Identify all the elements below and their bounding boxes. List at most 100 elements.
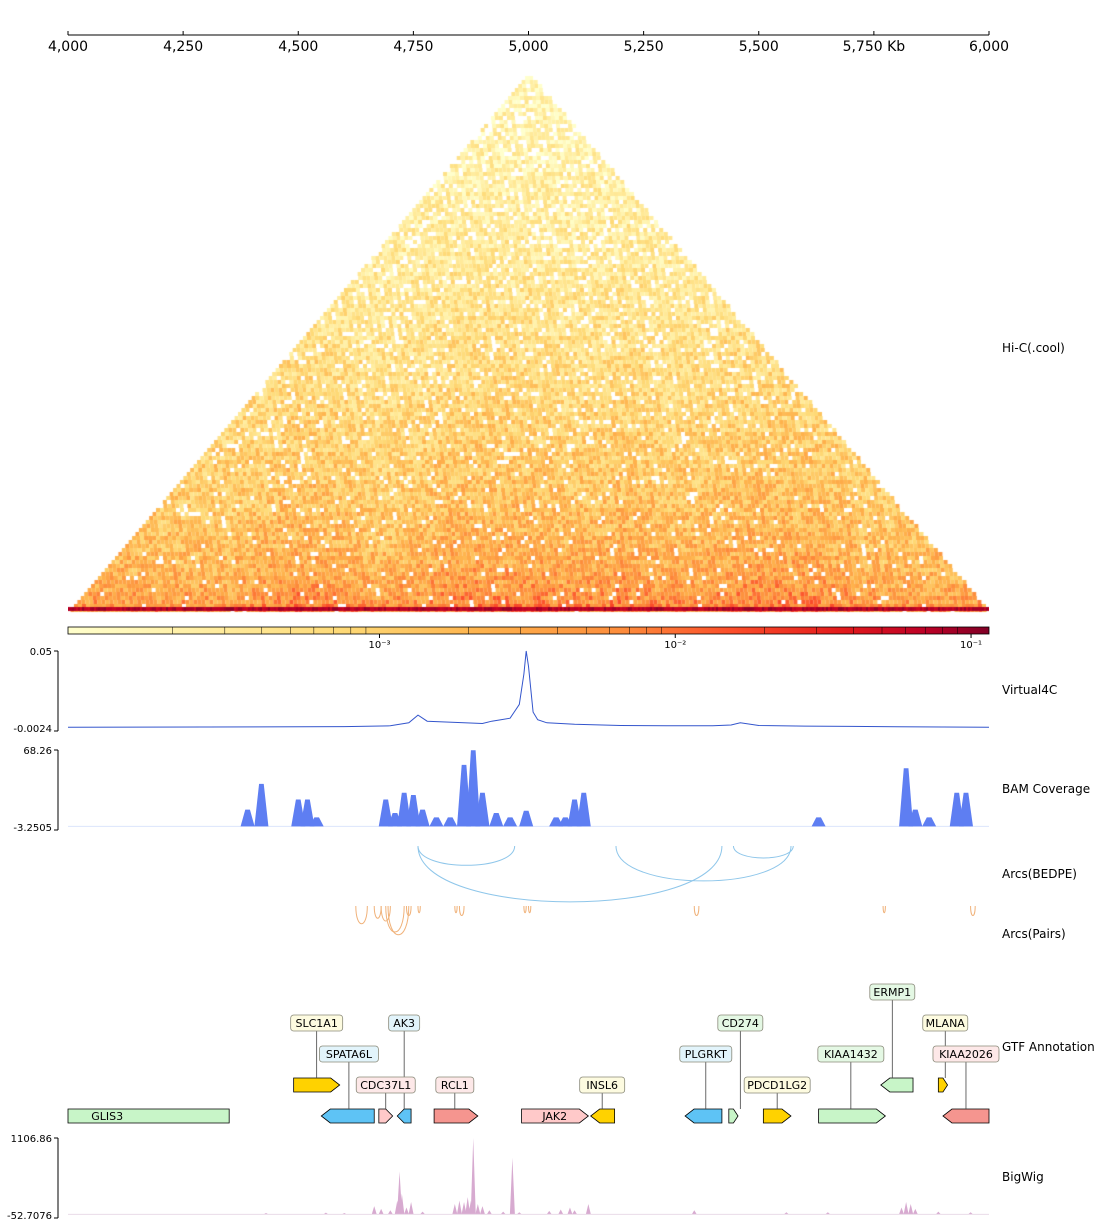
- pairs-arc: [970, 905, 976, 917]
- virtual4c-ymin-label: -0.0024: [13, 724, 52, 735]
- gene-label-box: [579, 1076, 626, 1094]
- gene-kiaa1432: [818, 1108, 887, 1124]
- bigwig-track: [54, 1137, 989, 1219]
- bigwig-peak: [500, 1211, 506, 1215]
- pairs-arc: [355, 905, 368, 925]
- bam-peak: [519, 810, 534, 827]
- bigwig-track-label: BigWig: [1002, 1170, 1044, 1184]
- bigwig-peak: [387, 1210, 393, 1215]
- bam-peak: [811, 817, 826, 827]
- gene-label-box: [319, 1045, 379, 1063]
- gene-cdc37l1: [378, 1108, 394, 1124]
- gene-label: RCL1: [441, 1079, 469, 1092]
- gene-label: PDCD1LG2: [747, 1079, 807, 1092]
- x-axis-tick-label: 6,000: [969, 39, 1009, 55]
- bigwig-peak: [475, 1204, 481, 1215]
- gene-label-box: [679, 1045, 733, 1063]
- colorbar-gradient: [67, 626, 990, 635]
- hic-heatmap-canvas: [68, 60, 989, 615]
- bam-peak: [958, 792, 973, 827]
- gene-label-box: [817, 1045, 885, 1063]
- bam-peak: [443, 817, 458, 827]
- pairs-arc: [882, 905, 886, 914]
- bigwig-peak: [567, 1207, 573, 1215]
- gene-label-box: [435, 1076, 475, 1094]
- pairs-arc: [458, 905, 465, 917]
- gene-label: CD274: [722, 1017, 759, 1030]
- gene-cd274: [728, 1108, 739, 1124]
- bigwig-peak: [465, 1197, 471, 1215]
- bam-peak: [406, 795, 421, 827]
- colorbar-tick-label: 10⁻²: [664, 640, 686, 651]
- gene-label: KIAA1432: [824, 1048, 878, 1061]
- bedpe-arc: [417, 845, 723, 903]
- bam-peak: [466, 750, 481, 827]
- bam-peak: [254, 783, 269, 827]
- gene-slc1a1: [293, 1077, 341, 1093]
- bam-coverage-track: [54, 749, 989, 831]
- bigwig-peak: [408, 1201, 414, 1215]
- bam-peak: [908, 809, 923, 827]
- gene-label: INSL6: [586, 1079, 618, 1092]
- bigwig-peak: [585, 1204, 591, 1215]
- gene-label-box: [290, 1014, 344, 1032]
- gene-label: ERMP1: [873, 986, 911, 999]
- bedpe-arc: [417, 845, 516, 866]
- gtf-track-label: GTF Annotation: [1002, 1040, 1095, 1054]
- bedpe-arc: [732, 845, 794, 859]
- bigwig-peak: [420, 1211, 426, 1215]
- x-axis-tick-label: 5,000: [508, 39, 548, 55]
- virtual4c-track: [54, 650, 990, 732]
- bam-peak: [240, 809, 255, 827]
- gene-insl6: [590, 1108, 616, 1124]
- x-axis-tick-label: 5,500: [739, 39, 779, 55]
- gene-label-box: [932, 1045, 1000, 1063]
- bigwig-ymin-label: -52.7076: [7, 1211, 52, 1222]
- pairs-arc: [405, 905, 412, 917]
- bam-peak: [309, 817, 324, 827]
- gene-label: SPATA6L: [326, 1048, 373, 1061]
- bigwig-peak: [825, 1212, 831, 1215]
- hic-colorbar: 10⁻³ 10⁻² 10⁻¹: [67, 626, 990, 651]
- bigwig-peak: [461, 1201, 467, 1215]
- gene-ak3: [396, 1108, 412, 1124]
- x-axis: 4,000 4,250 4,500 4,750 5,000 5,250 5,500 5,750…: [48, 31, 1009, 55]
- x-axis-tick-label: 5,250: [624, 39, 664, 55]
- pairs-arc: [385, 905, 405, 933]
- gene-plgrkt: [684, 1108, 723, 1124]
- pairs-arc: [528, 905, 532, 914]
- gene-label: PLGRKT: [685, 1048, 727, 1061]
- gene-spata6l: [320, 1108, 375, 1124]
- pairs-arc: [387, 905, 410, 936]
- bigwig-peak: [371, 1206, 377, 1215]
- gene-rcl1: [433, 1108, 479, 1124]
- bigwig-peak: [935, 1211, 941, 1215]
- bigwig-peak: [546, 1210, 552, 1215]
- pairs-arc: [373, 905, 382, 919]
- gene-label-box: [869, 983, 916, 1001]
- bigwig-peak: [691, 1210, 697, 1215]
- gene-label: AK3: [393, 1017, 415, 1030]
- bam-ymax-label: 68.26: [23, 746, 52, 757]
- gene-label-box: [388, 1014, 421, 1032]
- gene-label: SLC1A1: [296, 1017, 338, 1030]
- bigwig-peak: [968, 1212, 974, 1215]
- bigwig-peak: [479, 1206, 485, 1215]
- gene-jak2: [521, 1108, 590, 1124]
- bigwig-peak: [903, 1201, 909, 1215]
- bam-peak: [576, 792, 591, 827]
- gene-label-box: [717, 1014, 764, 1032]
- gene-label: JAK2: [541, 1110, 567, 1123]
- gene-glis3: [67, 1108, 230, 1124]
- arcs-bedpe-track: [417, 845, 794, 903]
- colorbar-tick-label: 10⁻³: [368, 640, 390, 651]
- bam-ymin-label: -3.2505: [13, 823, 52, 834]
- gene-ermp1: [880, 1077, 914, 1093]
- gene-mlana: [937, 1077, 949, 1093]
- bigwig-peak: [783, 1212, 789, 1215]
- colorbar-tick-label: 10⁻¹: [960, 640, 982, 651]
- gene-kiaa2026: [942, 1108, 990, 1124]
- bam-peak: [475, 792, 490, 827]
- bam-peak: [899, 768, 914, 827]
- virtual4c-track-label: Virtual4C: [1002, 683, 1057, 697]
